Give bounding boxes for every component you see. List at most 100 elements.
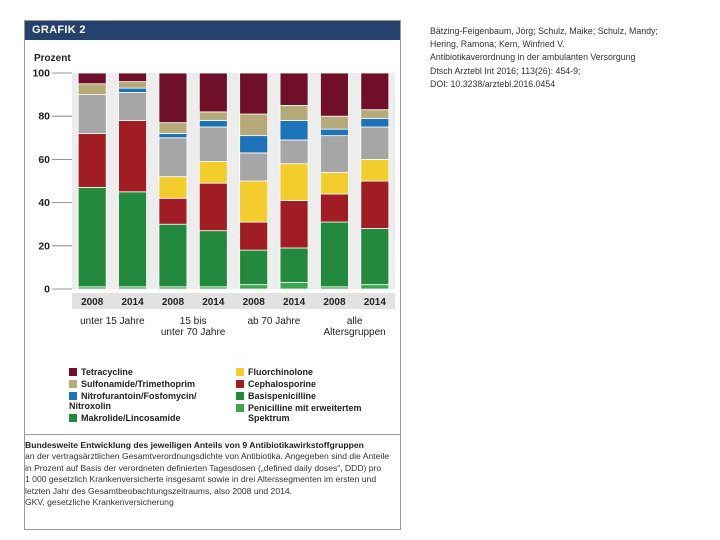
x-tick-label: 2014 xyxy=(364,297,387,308)
legend-item-tetracycline: Tetracycline xyxy=(69,367,133,377)
x-tick-label: 2008 xyxy=(81,297,104,308)
bar-segment xyxy=(279,247,309,283)
x-tick-label: 2014 xyxy=(121,297,144,308)
bar-segment xyxy=(239,249,269,286)
legend: Tetracycline Sulfonamide/Trimethoprim Ni… xyxy=(69,367,399,429)
bar-segment xyxy=(198,72,228,113)
group-label: ab 70 Jahre xyxy=(247,316,300,327)
bar-segment xyxy=(198,120,228,128)
y-tick-label: 40 xyxy=(38,197,50,209)
bar-segment xyxy=(239,221,269,251)
legend-swatch xyxy=(236,380,244,388)
legend-swatch xyxy=(236,404,244,412)
citation-title: Antibiotikaverordnung in der ambulanten … xyxy=(430,52,636,63)
caption-line: in Prozent auf Basis der verordneten def… xyxy=(25,462,382,473)
citation-authors: Bätzing-Feigenbaum, Jörg; Schulz, Maike;… xyxy=(430,26,658,36)
caption-line: letzten Jahr des Gesamtbeobachtungszeitr… xyxy=(25,485,293,496)
bar-segment xyxy=(198,111,228,121)
caption-divider xyxy=(25,434,400,435)
bar-segment xyxy=(77,187,107,288)
bar-segment xyxy=(360,284,390,290)
bar-segment xyxy=(239,135,269,154)
legend-swatch xyxy=(69,392,77,400)
legend-swatch xyxy=(69,380,77,388)
bar-segment xyxy=(77,72,107,85)
bar-segment xyxy=(239,180,269,223)
caption-line: an der vertragsärztlichen Gesamtverordnu… xyxy=(25,451,390,462)
bar-segment xyxy=(118,87,147,93)
bar-segment xyxy=(360,180,390,229)
stacked-bar-chart: 0 20 40 60 80 100 2008 2014 2008 2014 2008 2014 2008… xyxy=(32,68,395,338)
y-tick-label: 0 xyxy=(44,284,50,296)
citation-journal: Dtsch Arztebl Int 2016; 113(26): 454-9; xyxy=(430,65,581,76)
bar-segment xyxy=(118,92,147,121)
bar-segment xyxy=(279,200,309,249)
legend-item-makrolide: Makrolide/Lincosamide xyxy=(69,413,181,423)
legend-swatch xyxy=(236,392,244,400)
figure-header: GRAFIK 2 xyxy=(25,21,400,40)
figure-label: GRAFIK 2 xyxy=(32,24,86,36)
y-tick-label: 80 xyxy=(38,111,50,123)
citation-authors-cont: Hering, Ramona; Kern, Winfried V. xyxy=(430,39,565,50)
y-tick-label: 20 xyxy=(38,240,50,252)
bar-segment xyxy=(239,113,269,137)
caption-title: Bundesweite Entwicklung des jeweiligen A… xyxy=(25,440,364,450)
bar-segment xyxy=(239,152,269,182)
bar-segment xyxy=(118,191,147,288)
legend-item-nitrofurantoin: Nitrofurantoin/Fosfomycin/Nitroxolin xyxy=(69,391,197,411)
x-tick-label: 2014 xyxy=(283,297,306,308)
caption-line: 1 000 gesetzlich Krankenversicherte insg… xyxy=(25,474,377,485)
bar-segment xyxy=(320,171,349,195)
bar-segment xyxy=(198,230,228,288)
bar-segment xyxy=(239,72,269,115)
bar-segment xyxy=(118,81,147,89)
bar-segment xyxy=(239,284,269,290)
bar-segment xyxy=(279,120,309,141)
legend-item-penicilline-erweitert: Penicilline mit erweitertem Spektrum xyxy=(236,403,362,423)
legend-item-cephalosporine: Cephalosporine xyxy=(236,379,316,389)
bar-segment xyxy=(158,122,188,134)
group-label: unter 15 Jahre xyxy=(80,316,145,327)
group-label: unter 70 Jahre xyxy=(161,327,226,338)
citation: Bätzing-Feigenbaum, Jörg; Schulz, Maike;… xyxy=(430,25,710,91)
bar-segment xyxy=(279,72,309,106)
bar-segment xyxy=(360,126,390,160)
legend-item-sulfonamide: Sulfonamide/Trimethoprim xyxy=(69,379,195,389)
x-tick-label: 2014 xyxy=(202,297,225,308)
bar-segment xyxy=(158,176,188,199)
bar-segment xyxy=(320,193,349,223)
group-label: alle xyxy=(347,316,363,327)
bar-segment xyxy=(320,128,349,137)
bar-segment xyxy=(360,159,390,182)
bar-segment xyxy=(279,282,309,290)
citation-doi: DOI: 10.3238/arztebl.2016.0454 xyxy=(430,78,556,89)
bar-segment xyxy=(158,137,188,178)
bar-segment xyxy=(118,120,147,193)
y-axis-label: Prozent xyxy=(34,53,71,64)
bar-segment xyxy=(320,135,349,173)
x-tick-label: 2008 xyxy=(162,297,185,308)
bar-segment xyxy=(360,117,390,128)
legend-swatch xyxy=(69,414,77,422)
y-tick-label: 60 xyxy=(38,154,50,166)
bar-segment xyxy=(77,133,107,188)
bar-segment xyxy=(360,72,390,111)
bar-segment xyxy=(320,115,349,130)
y-tick-label: 100 xyxy=(32,68,50,80)
bar-segment xyxy=(279,139,309,165)
bar-segment xyxy=(320,72,349,117)
bar-segment xyxy=(198,126,228,162)
legend-item-basispenicilline: Basispenicilline xyxy=(236,391,316,401)
bar-segment xyxy=(320,221,349,288)
bar-segment xyxy=(158,72,188,124)
x-tick-label: 2008 xyxy=(243,297,266,308)
bar-segment xyxy=(360,228,390,286)
bar-segment xyxy=(158,197,188,225)
bar-segment xyxy=(198,182,228,232)
bar-segment xyxy=(279,105,309,121)
caption-line: GKV, gesetzliche Krankenversicherung xyxy=(25,497,174,508)
category-band xyxy=(72,293,395,309)
figure-panel: GRAFIK 2 Prozent 0 20 40 60 80 100 2008 2014 200… xyxy=(24,20,401,530)
bar-segment xyxy=(77,94,107,134)
legend-swatch xyxy=(69,368,77,376)
